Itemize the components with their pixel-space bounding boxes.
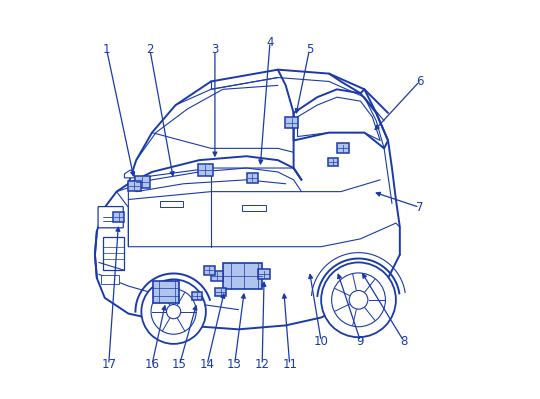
Text: 14: 14 bbox=[200, 358, 214, 371]
Text: 4: 4 bbox=[266, 36, 274, 49]
Circle shape bbox=[349, 290, 368, 309]
Circle shape bbox=[166, 304, 181, 319]
FancyBboxPatch shape bbox=[98, 207, 123, 228]
FancyBboxPatch shape bbox=[160, 201, 184, 207]
Text: 8: 8 bbox=[400, 335, 408, 348]
FancyBboxPatch shape bbox=[153, 280, 179, 303]
FancyBboxPatch shape bbox=[128, 181, 140, 191]
Text: 2: 2 bbox=[146, 43, 154, 57]
Circle shape bbox=[141, 279, 206, 344]
FancyBboxPatch shape bbox=[215, 288, 226, 296]
FancyBboxPatch shape bbox=[134, 176, 150, 188]
Text: 11: 11 bbox=[282, 358, 297, 371]
FancyBboxPatch shape bbox=[242, 205, 266, 211]
FancyBboxPatch shape bbox=[337, 143, 349, 153]
Text: 16: 16 bbox=[145, 358, 159, 371]
Circle shape bbox=[321, 263, 396, 337]
FancyBboxPatch shape bbox=[211, 271, 223, 281]
Text: 10: 10 bbox=[314, 335, 328, 348]
Text: 17: 17 bbox=[101, 358, 116, 371]
FancyBboxPatch shape bbox=[103, 237, 124, 270]
Text: 6: 6 bbox=[416, 75, 423, 88]
FancyBboxPatch shape bbox=[192, 292, 202, 300]
Text: 1: 1 bbox=[103, 43, 111, 57]
Text: 3: 3 bbox=[211, 43, 219, 57]
FancyBboxPatch shape bbox=[258, 269, 270, 279]
FancyBboxPatch shape bbox=[204, 266, 214, 275]
Text: 9: 9 bbox=[357, 335, 364, 348]
Text: 15: 15 bbox=[172, 358, 187, 371]
FancyBboxPatch shape bbox=[101, 275, 118, 284]
FancyBboxPatch shape bbox=[328, 158, 338, 166]
Circle shape bbox=[151, 289, 196, 334]
FancyBboxPatch shape bbox=[198, 164, 213, 176]
FancyBboxPatch shape bbox=[113, 212, 124, 222]
Text: 7: 7 bbox=[416, 201, 423, 214]
FancyBboxPatch shape bbox=[223, 263, 262, 289]
Text: 13: 13 bbox=[227, 358, 242, 371]
Text: 5: 5 bbox=[306, 43, 313, 57]
Polygon shape bbox=[124, 170, 134, 178]
FancyBboxPatch shape bbox=[285, 117, 298, 128]
Circle shape bbox=[332, 273, 386, 327]
FancyBboxPatch shape bbox=[247, 173, 258, 183]
Text: 12: 12 bbox=[255, 358, 269, 371]
